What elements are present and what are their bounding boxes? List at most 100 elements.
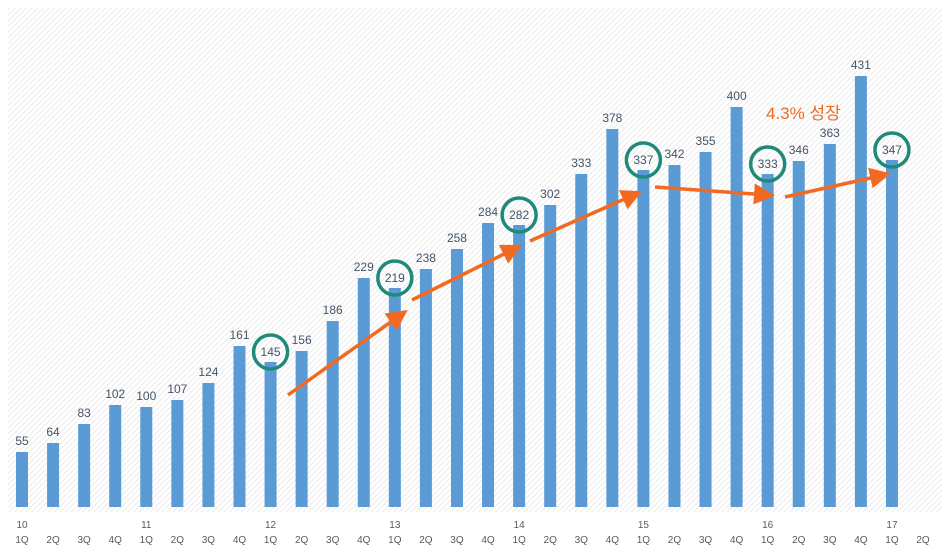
bar (575, 174, 588, 507)
x-tick-year: 14 (514, 520, 526, 531)
x-tick-quarter: 2Q (46, 535, 60, 546)
bar (450, 249, 463, 507)
x-tick-quarter: 2Q (171, 535, 185, 546)
data-label: 219 (385, 271, 405, 285)
x-tick-quarter: 2Q (792, 535, 806, 546)
x-tick-quarter: 1Q (264, 535, 278, 546)
x-tick-quarter: 2Q (544, 535, 558, 546)
x-tick-quarter: 2Q (419, 535, 433, 546)
x-tick-quarter: 3Q (450, 535, 464, 546)
data-label: 229 (354, 260, 374, 274)
trend-arrow (286, 309, 408, 397)
x-tick-year: 12 (265, 520, 277, 531)
data-label: 333 (571, 156, 591, 170)
trend-arrow (411, 244, 523, 302)
bar (47, 443, 60, 507)
x-tick-quarter: 3Q (77, 535, 91, 546)
x-tick-quarter: 2Q (295, 535, 309, 546)
x-tick-quarter: 1Q (885, 535, 899, 546)
data-label: 64 (46, 425, 60, 439)
highlight-circle (748, 145, 787, 183)
x-tick-year: 16 (762, 520, 774, 531)
trend-arrow (784, 167, 891, 199)
bar (668, 165, 681, 507)
data-label: 355 (696, 134, 716, 148)
x-tick-year: 17 (886, 520, 898, 531)
data-label: 258 (447, 231, 467, 245)
x-tick-quarter: 4Q (481, 535, 495, 546)
bar (233, 346, 246, 507)
data-label: 107 (167, 382, 187, 396)
data-label: 238 (416, 251, 436, 265)
data-label: 102 (105, 387, 125, 401)
data-label: 346 (789, 143, 809, 157)
trend-arrow (529, 190, 643, 243)
bar (326, 321, 339, 507)
bar (699, 152, 712, 507)
bar (885, 160, 898, 507)
x-tick-year: 13 (389, 520, 401, 531)
data-label: 342 (664, 147, 684, 161)
bar (357, 278, 370, 507)
data-label: 282 (509, 208, 529, 222)
bar (264, 362, 277, 507)
data-label: 302 (540, 187, 560, 201)
plot-area (8, 8, 942, 512)
x-tick-quarter: 4Q (357, 535, 371, 546)
x-tick-year: 15 (638, 520, 650, 531)
trend-arrow (654, 183, 775, 205)
data-label: 347 (882, 143, 902, 157)
bar (202, 383, 215, 507)
x-tick-quarter: 1Q (512, 535, 526, 546)
data-label: 400 (727, 89, 747, 103)
bar (761, 174, 774, 507)
data-label: 378 (602, 111, 622, 125)
x-tick-year: 11 (141, 520, 152, 531)
x-tick-quarter: 3Q (699, 535, 713, 546)
data-label: 83 (77, 406, 91, 420)
x-tick-year: 10 (16, 520, 28, 531)
bar (730, 107, 743, 507)
bar (140, 407, 153, 507)
x-tick-quarter: 3Q (575, 535, 589, 546)
growth-annotation: 4.3% 성장 (766, 104, 841, 123)
highlight-circle (624, 141, 663, 179)
highlight-circle (251, 333, 290, 371)
bar (171, 400, 184, 507)
bar (388, 288, 401, 507)
data-label: 284 (478, 205, 498, 219)
data-label: 186 (323, 303, 343, 317)
bar (792, 161, 805, 507)
bar (109, 405, 122, 507)
x-tick-quarter: 3Q (326, 535, 340, 546)
x-tick-quarter: 2Q (916, 535, 930, 546)
data-label: 55 (15, 434, 29, 448)
x-tick-quarter: 4Q (109, 535, 123, 546)
highlight-circle (873, 131, 911, 169)
bar (419, 269, 432, 507)
x-tick-quarter: 1Q (761, 535, 775, 546)
data-label: 100 (136, 389, 156, 403)
data-label: 333 (758, 157, 778, 171)
bar (16, 452, 28, 507)
bar (295, 351, 308, 507)
x-tick-quarter: 4Q (233, 535, 247, 546)
highlight-circle (500, 196, 538, 234)
x-tick-quarter: 4Q (606, 535, 620, 546)
bar (513, 225, 526, 507)
x-tick-quarter: 4Q (730, 535, 744, 546)
bar (482, 223, 495, 507)
bar (854, 76, 867, 507)
bar (637, 170, 650, 507)
data-label: 156 (292, 333, 312, 347)
x-tick-quarter: 1Q (388, 535, 402, 546)
x-tick-quarter: 1Q (140, 535, 154, 546)
bar (78, 424, 91, 507)
x-tick-quarter: 3Q (202, 535, 216, 546)
data-label: 124 (198, 365, 218, 379)
x-tick-quarter: 1Q (15, 535, 29, 546)
bar (606, 129, 619, 507)
data-label: 145 (261, 345, 281, 359)
